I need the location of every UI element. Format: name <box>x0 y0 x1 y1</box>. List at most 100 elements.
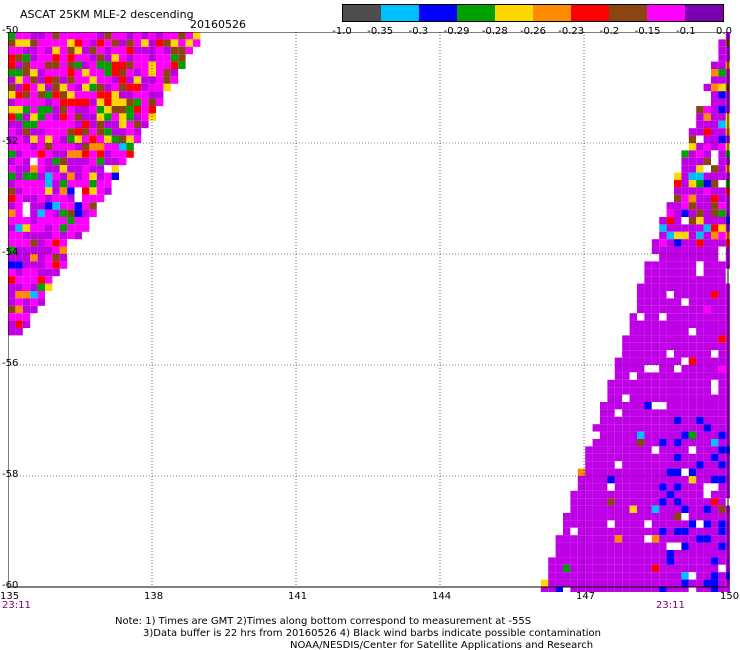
swath-cell <box>644 587 652 592</box>
swath-cell <box>67 69 75 77</box>
swath-cell <box>570 498 578 506</box>
swath-cell <box>8 246 16 254</box>
swath-cell <box>703 239 711 247</box>
swath-cell <box>674 572 682 580</box>
swath-cell <box>577 505 586 513</box>
swath-cell <box>674 209 682 217</box>
swath-cell <box>37 106 45 114</box>
swath-cell <box>30 254 38 262</box>
swath-cell <box>681 320 689 328</box>
swath-cell <box>37 187 45 195</box>
swath-cell <box>651 350 660 358</box>
swath-cell <box>82 54 90 62</box>
swath-cell <box>644 357 652 365</box>
swath-cell <box>59 135 68 143</box>
swath-cell <box>681 157 689 166</box>
swath-cell <box>104 98 112 106</box>
swath-cell <box>22 32 31 40</box>
swath-cell <box>688 224 697 232</box>
swath-cell <box>30 106 38 114</box>
swath-cell <box>711 217 719 225</box>
swath-cell <box>718 409 726 417</box>
swath-cell <box>718 372 726 380</box>
swath-cell <box>622 520 630 528</box>
swath-cell <box>711 572 719 580</box>
swath-cell <box>37 76 45 84</box>
swath-cell <box>577 535 586 543</box>
swath-cell <box>681 254 689 262</box>
swath-cell <box>666 505 674 513</box>
swath-cell <box>577 579 586 587</box>
swath-cell <box>156 91 164 99</box>
swath-cell <box>659 320 667 328</box>
swath-cell <box>119 150 127 158</box>
swath-cell <box>681 350 689 358</box>
swath-cell <box>688 424 697 432</box>
swath-cell <box>37 261 45 269</box>
swath-cell <box>52 157 60 166</box>
swath-cell <box>674 246 682 254</box>
swath-cell <box>718 98 726 106</box>
swath-cell <box>681 424 689 432</box>
swath-cell <box>718 520 726 528</box>
swath-cell <box>711 187 719 195</box>
swath-cell <box>52 187 60 195</box>
swath-cell <box>651 513 660 521</box>
swath-cell <box>577 476 586 484</box>
swath-cell <box>644 276 652 284</box>
swath-cell <box>666 209 674 217</box>
swath-cell <box>52 69 60 77</box>
swath-cell <box>585 446 593 454</box>
swath-cell <box>688 416 697 425</box>
swath-cell <box>637 372 645 380</box>
swath-cell <box>703 135 711 143</box>
swath-cell <box>607 453 615 462</box>
swath-cell <box>52 194 60 203</box>
swath-cell <box>703 520 711 528</box>
swath-cell <box>133 54 142 62</box>
note-line-2: 3)Data buffer is 22 hrs from 20160526 4)… <box>143 628 601 639</box>
swath-cell <box>651 372 660 380</box>
swath-cell <box>74 194 82 203</box>
swath-cell <box>37 172 45 180</box>
swath-cell <box>651 365 660 373</box>
swath-cell <box>674 424 682 432</box>
swath-cell <box>681 268 689 277</box>
swath-cell <box>629 402 637 410</box>
swath-cell <box>674 276 682 284</box>
swath-cell <box>170 76 179 84</box>
swath-cell <box>696 113 704 121</box>
swath-cell <box>637 424 645 432</box>
swath-cell <box>67 202 75 210</box>
swath-cell <box>133 83 142 92</box>
swath-cell <box>711 150 719 158</box>
swath-cell <box>607 564 615 573</box>
swath-cell <box>711 365 719 373</box>
swath-cell <box>170 54 179 62</box>
swath-cell <box>119 106 127 114</box>
swath-cell <box>651 261 660 269</box>
swath-cell <box>141 61 149 69</box>
swath-cell <box>718 453 726 462</box>
swath-cell <box>666 453 674 462</box>
swath-cell <box>711 180 719 188</box>
swath-cell <box>703 202 711 210</box>
swath-cell <box>126 128 134 136</box>
swath-cell <box>681 446 689 454</box>
swath-cell <box>703 424 711 432</box>
swath-cell <box>629 313 637 321</box>
swath-cell <box>674 394 682 402</box>
swath-cell <box>711 387 719 395</box>
swath-cell <box>45 135 53 143</box>
lon-tick-label: 141 <box>288 591 308 602</box>
swath-cell <box>96 165 105 173</box>
swath-cell <box>637 365 645 373</box>
swath-cell <box>711 246 719 254</box>
swath-cell <box>644 350 652 358</box>
swath-cell <box>637 409 645 417</box>
swath-cell <box>688 291 697 299</box>
swath-cell <box>666 254 674 262</box>
swath-cell <box>74 106 82 114</box>
swath-cell <box>681 224 689 232</box>
swath-cell <box>67 194 75 203</box>
